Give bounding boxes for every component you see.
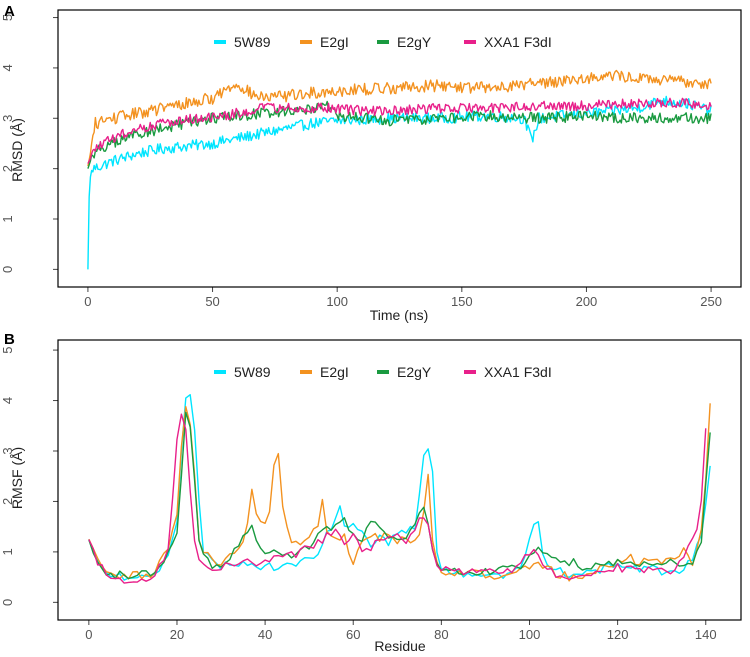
rmsd-legend: 5W89 E2gI E2gY XXA1 F3dI [214, 34, 552, 50]
rmsf-x-tick-label: 120 [607, 627, 629, 642]
rmsd-x-tick-label: 250 [700, 294, 722, 309]
rmsf-series-xxa1-f3di [88, 413, 707, 584]
rmsd-y-tick-label: 1 [0, 215, 15, 222]
rmsf-x-tick-label: 20 [170, 627, 184, 642]
rmsd-y-tick-label: 0 [0, 266, 15, 273]
rmsf-x-axis-title: Residue [374, 638, 426, 654]
rmsd-x-tick-label: 100 [326, 294, 348, 309]
rmsd-series-e2gi [87, 69, 712, 167]
rmsd-y-tick-label: 3 [0, 115, 15, 122]
rmsf-x-tick-label: 40 [258, 627, 272, 642]
rmsf-y-tick-label: 1 [0, 548, 15, 555]
rmsf-series-5w89 [88, 394, 711, 581]
rmsf-legend-label: 5W89 [234, 364, 271, 380]
rmsd-panel: A 0 50 100 150 200 250 0 1 2 3 4 5 5W89 E2gI E2gY XXA… [0, 3, 742, 323]
rmsf-y-tick-label: 4 [0, 397, 15, 404]
rmsd-x-axis-title: Time (ns) [370, 307, 429, 323]
rmsd-y-tick-label: 5 [0, 14, 15, 21]
rmsf-x-tick-label: 80 [434, 627, 448, 642]
rmsf-series-e2gy [88, 411, 711, 580]
rmsd-x-tick-label: 0 [84, 294, 91, 309]
rmsf-panel: B 0 20 40 60 80 100 120 140 0 1 2 3 4 5 5W89 E2gI E2gY… [0, 331, 742, 654]
rmsf-y-tick-label: 5 [0, 346, 15, 353]
rmsd-legend-label: E2gY [397, 34, 432, 50]
rmsf-y-tick-label: 3 [0, 447, 15, 454]
rmsd-legend-label: E2gI [320, 34, 349, 50]
rmsd-y-tick-label: 4 [0, 64, 15, 71]
rmsf-x-tick-label: 140 [695, 627, 717, 642]
rmsd-series-e2gy [87, 100, 712, 169]
rmsd-legend-label: 5W89 [234, 34, 271, 50]
rmsf-x-tick-label: 0 [85, 627, 92, 642]
rmsd-x-tick-label: 50 [205, 294, 219, 309]
rmsf-legend-label: XXA1 F3dI [484, 364, 552, 380]
rmsf-legend: 5W89 E2gI E2gY XXA1 F3dI [214, 364, 552, 380]
rmsd-x-tick-label: 150 [451, 294, 473, 309]
rmsd-y-tick-label: 2 [0, 165, 15, 172]
rmsf-plot-frame [57, 339, 742, 621]
rmsd-plot-frame [57, 9, 742, 288]
rmsd-series-5w89 [87, 95, 712, 270]
rmsf-legend-label: E2gY [397, 364, 432, 380]
rmsf-series-e2gi [88, 403, 711, 582]
rmsf-x-tick-label: 60 [346, 627, 360, 642]
rmsf-y-axis-title: RMSF (Å) [9, 447, 25, 509]
panel-a-letter: A [4, 3, 15, 20]
rmsd-x-tick-label: 200 [576, 294, 598, 309]
rmsf-x-tick-label: 100 [519, 627, 541, 642]
rmsf-legend-label: E2gI [320, 364, 349, 380]
rmsd-y-axis-title: RMSD (Å) [9, 118, 25, 182]
rmsd-legend-label: XXA1 F3dI [484, 34, 552, 50]
rmsf-y-tick-label: 2 [0, 498, 15, 505]
rmsf-y-tick-label: 0 [0, 599, 15, 606]
panel-b-letter: B [4, 331, 15, 348]
rmsd-series-xxa1-f3di [87, 97, 712, 164]
